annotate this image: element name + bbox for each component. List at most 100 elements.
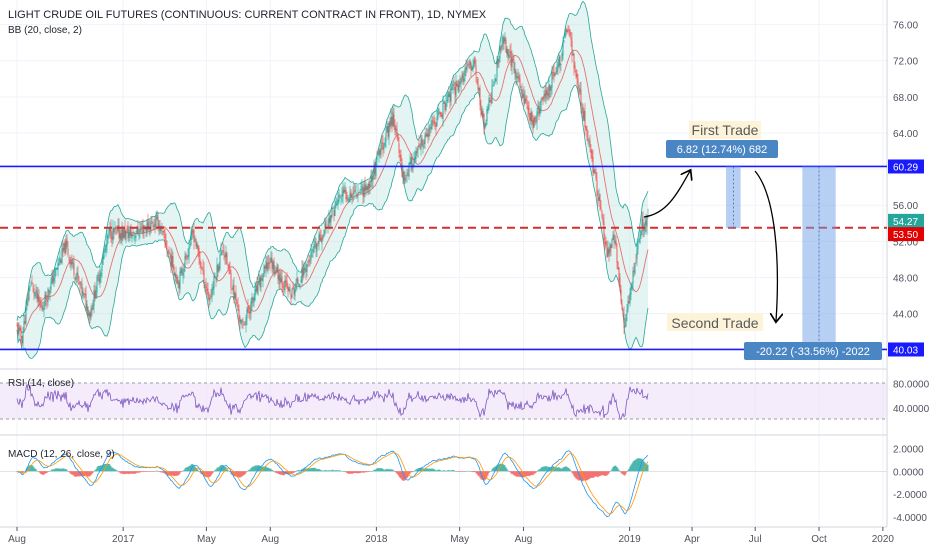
candle-body (75, 275, 77, 280)
rsi-indicator-label: RSI (14, close) (8, 378, 74, 389)
candle-body (280, 278, 282, 283)
candle-body (172, 256, 174, 269)
candle-body (218, 266, 220, 271)
macd-histogram-bar (386, 468, 388, 472)
macd-histogram-bar (595, 471, 597, 477)
candle-body (430, 126, 432, 129)
macd-histogram-bar (23, 471, 25, 472)
macd-histogram-bar (42, 471, 44, 475)
macd-histogram-bar (569, 469, 571, 472)
macd-histogram-bar (525, 471, 527, 477)
macd-histogram-bar (316, 468, 318, 472)
macd-histogram-bar (328, 470, 330, 472)
candle-body (204, 285, 206, 286)
macd-histogram-bar (37, 471, 39, 472)
macd-histogram-bar (342, 470, 344, 472)
candle-body (591, 151, 593, 159)
macd-histogram-bar (634, 459, 636, 472)
candle-body (249, 310, 251, 314)
candle-body (344, 190, 346, 193)
macd-histogram-bar (491, 469, 493, 472)
macd-histogram-bar (297, 470, 299, 472)
candle-body (81, 283, 83, 295)
first-trade-measure-box (666, 140, 778, 158)
candle-body (449, 93, 451, 103)
macd-histogram-bar (256, 465, 258, 472)
macd-histogram-bar (69, 471, 71, 474)
macd-histogram-bar (400, 471, 402, 479)
candle-body (302, 268, 304, 277)
candle-body (253, 297, 255, 303)
candle-body (429, 128, 431, 130)
macd-histogram-bar (509, 471, 511, 473)
macd-histogram-bar (536, 471, 538, 472)
candle-body (532, 120, 534, 130)
macd-histogram-bar (370, 471, 372, 472)
candle-body (563, 39, 565, 41)
candle-body (259, 277, 261, 288)
macd-histogram-bar (636, 458, 638, 472)
candle-body (406, 172, 408, 176)
candle-body (443, 101, 445, 104)
macd-histogram-bar (161, 471, 163, 473)
x-tick-label: Apr (684, 534, 700, 545)
candle-body (85, 293, 87, 309)
candle-body (564, 32, 566, 38)
candle-body (595, 172, 597, 179)
macd-histogram-bar (62, 468, 64, 472)
macd-histogram-bar (353, 471, 355, 474)
macd-histogram-bar (333, 470, 335, 472)
macd-histogram-bar (65, 469, 67, 472)
candle-body (37, 293, 39, 302)
macd-histogram-bar (621, 471, 623, 475)
macd-histogram-bar (260, 465, 262, 472)
macd-histogram-bar (107, 463, 109, 472)
candle-body (427, 133, 429, 138)
candle-body (562, 41, 564, 56)
macd-histogram-bar (197, 469, 199, 472)
macd-histogram-bar (421, 467, 423, 472)
candle-body (61, 248, 63, 264)
macd-histogram-bar (83, 471, 85, 477)
macd-histogram-bar (460, 471, 462, 472)
candle-body (347, 199, 349, 201)
candle-body (238, 309, 240, 319)
macd-histogram-bar (110, 466, 112, 472)
candle-body (45, 291, 47, 300)
macd-histogram-bar (574, 471, 576, 478)
candle-body (87, 306, 89, 316)
candle-body (531, 111, 533, 123)
candle-body (498, 59, 500, 63)
candle-body (142, 225, 144, 235)
candle-body (307, 261, 309, 264)
macd-histogram-bar (532, 471, 534, 476)
macd-histogram-bar (315, 468, 317, 472)
macd-histogram-bar (172, 471, 174, 476)
candle-body (354, 190, 356, 191)
macd-histogram-bar (580, 471, 582, 481)
candle-body (169, 256, 171, 257)
candle-body (500, 46, 502, 50)
macd-histogram-bar (433, 469, 435, 472)
macd-histogram-bar (189, 465, 191, 472)
candle-body (22, 331, 24, 344)
macd-histogram-bar (193, 465, 195, 472)
candle-body (192, 229, 194, 233)
candle-body (267, 261, 269, 271)
macd-histogram-bar (30, 464, 32, 472)
candle-body (233, 285, 235, 299)
candle-body (273, 260, 275, 274)
candle-body (329, 215, 331, 224)
candle-body (516, 76, 518, 79)
candle-body (88, 313, 90, 316)
candle-body (358, 192, 360, 194)
candle-body (255, 286, 257, 292)
candle-body (318, 233, 320, 245)
candle-body (635, 260, 637, 262)
candle-body (53, 277, 55, 282)
macd-histogram-bar (383, 469, 385, 472)
candle-body (588, 141, 590, 143)
macd-histogram-bar (511, 471, 513, 474)
x-tick-label: Oct (811, 534, 827, 545)
macd-histogram-bar (79, 471, 81, 477)
